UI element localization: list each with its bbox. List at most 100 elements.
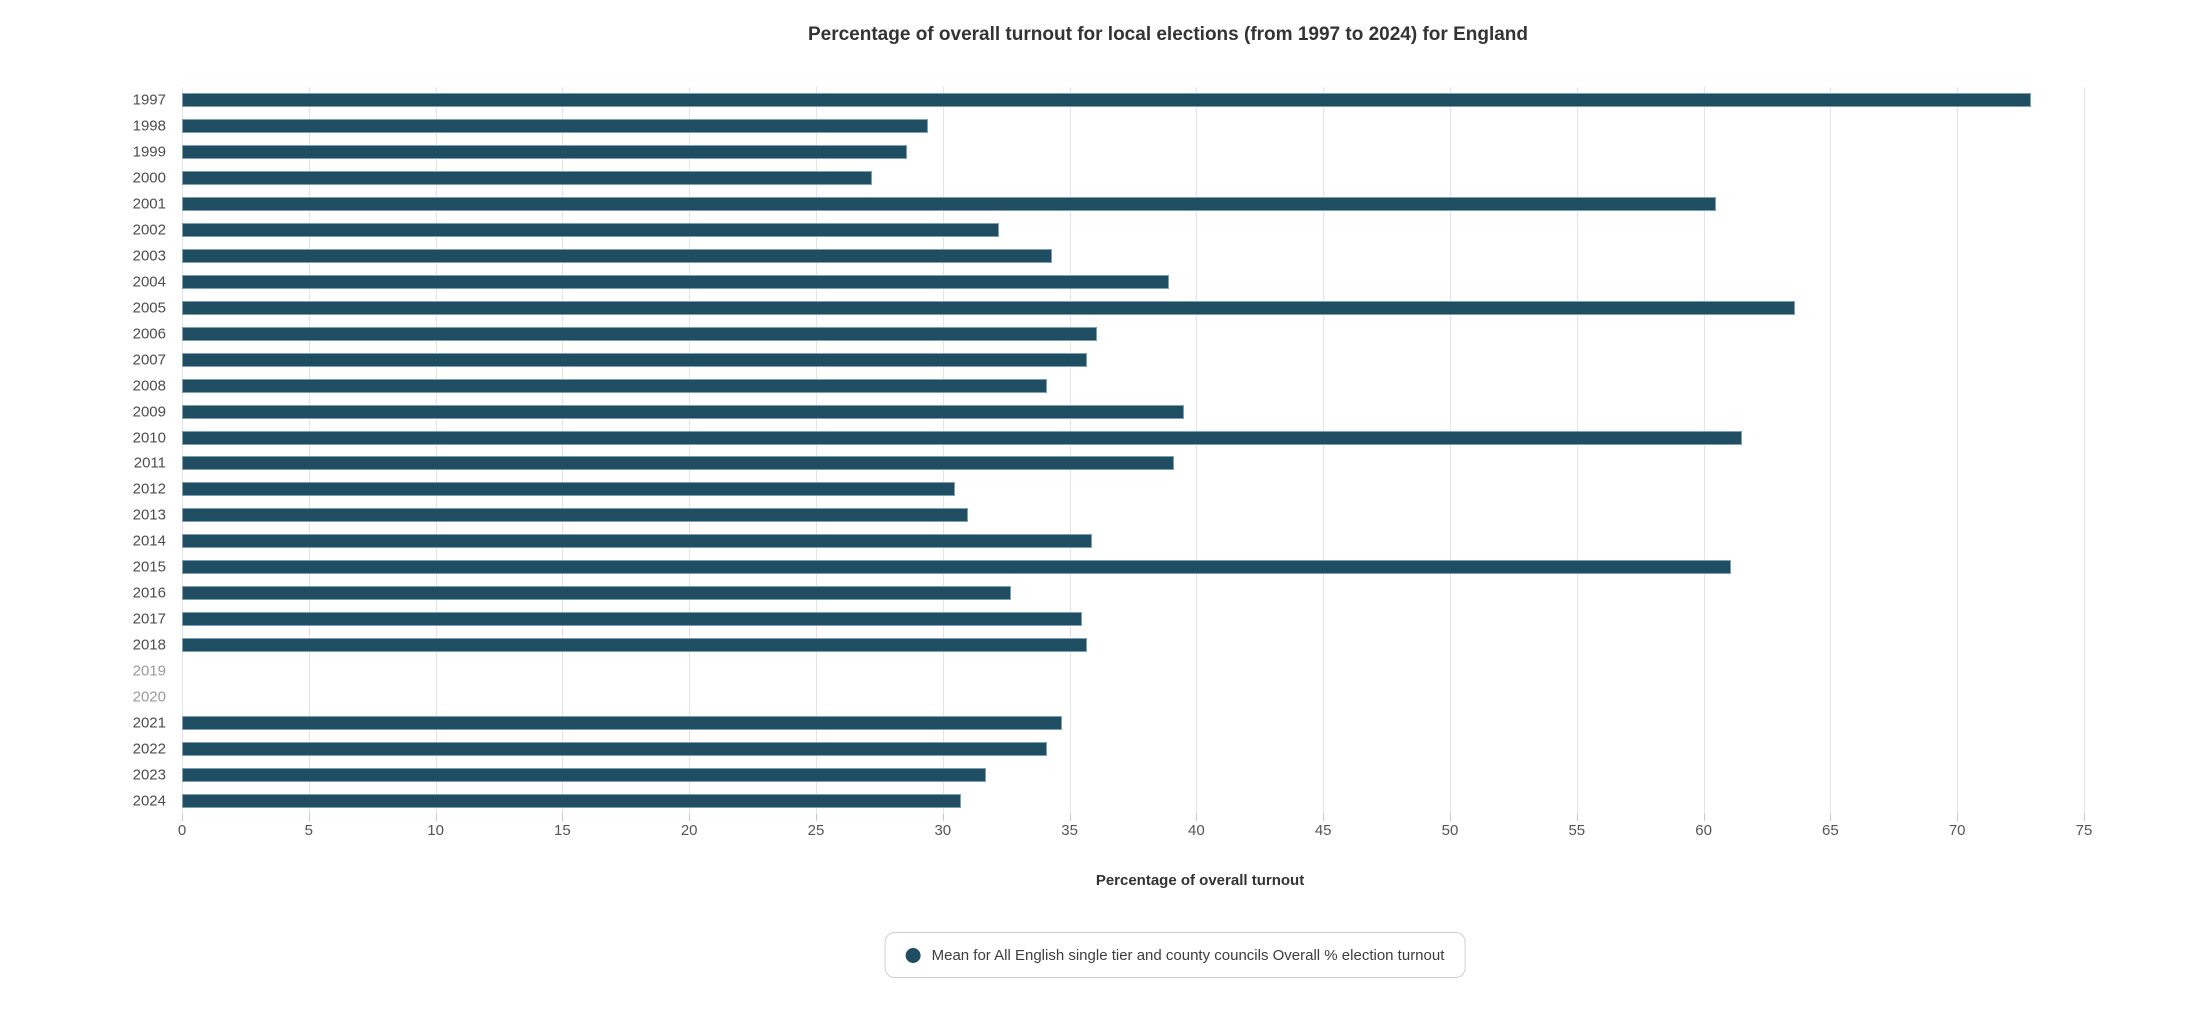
year-label-2012: 2012 xyxy=(132,480,166,498)
bar-2017[interactable] xyxy=(182,612,1083,627)
legend-circle-icon xyxy=(905,947,921,963)
x-tick-label: 50 xyxy=(1441,822,1459,839)
x-tick-mark xyxy=(1957,814,1959,821)
x-tick-label: 15 xyxy=(554,822,571,839)
year-label-2005: 2005 xyxy=(132,299,166,317)
x-tick-mark xyxy=(1450,814,1451,821)
x-axis-tick-labels: 0 5 10 15 20 25 30 35 40 45 50 55 60 65 70 75 xyxy=(0,822,2208,844)
year-label-2018: 2018 xyxy=(132,636,166,654)
x-axis-title: Percentage of overall turnout xyxy=(1095,872,1305,889)
x-tick-label: 10 xyxy=(427,822,444,839)
gridline xyxy=(1830,87,1832,814)
gridline xyxy=(562,87,564,814)
bar-2008[interactable] xyxy=(182,378,1047,393)
x-tick-label: 40 xyxy=(1188,822,1205,839)
gridline xyxy=(816,87,817,814)
bar-2007[interactable] xyxy=(182,352,1088,367)
bar-2014[interactable] xyxy=(182,534,1093,549)
bar-2009[interactable] xyxy=(182,404,1184,419)
gridline xyxy=(1703,87,1705,814)
x-tick-mark xyxy=(562,814,564,821)
gridline xyxy=(1069,87,1071,814)
year-label-2013: 2013 xyxy=(132,506,166,524)
gridline xyxy=(942,87,944,814)
bar-1999[interactable] xyxy=(182,144,908,159)
x-tick-label: 30 xyxy=(934,822,952,839)
year-label-2020: 2020 xyxy=(132,688,166,706)
gridline xyxy=(1576,87,1578,814)
year-label-2023: 2023 xyxy=(132,766,166,784)
x-tick-label: 0 xyxy=(177,822,187,839)
x-tick-mark xyxy=(1069,814,1071,821)
gridline xyxy=(1323,87,1325,814)
bar-2018[interactable] xyxy=(182,638,1088,653)
year-label-2014: 2014 xyxy=(132,532,166,550)
x-tick-mark xyxy=(942,814,944,821)
x-tick-mark xyxy=(2084,814,2085,821)
year-label-2009: 2009 xyxy=(132,403,166,421)
x-tick-mark xyxy=(435,814,437,821)
x-tick-label: 45 xyxy=(1314,822,1332,839)
x-tick-label: 60 xyxy=(1695,822,1712,839)
bar-2023[interactable] xyxy=(182,768,986,783)
legend-item-label: Mean for All English single tier and cou… xyxy=(931,946,1445,964)
bar-1997[interactable] xyxy=(182,92,2031,107)
gridline xyxy=(308,87,310,814)
year-label-2001: 2001 xyxy=(132,195,166,213)
legend[interactable]: Mean for All English single tier and cou… xyxy=(884,932,1466,978)
x-tick-label: 70 xyxy=(1948,822,1966,839)
bar-2024[interactable] xyxy=(182,794,961,809)
bar-2004[interactable] xyxy=(182,274,1169,289)
bar-2005[interactable] xyxy=(182,300,1795,315)
bar-2006[interactable] xyxy=(182,326,1098,341)
chart-title: Percentage of overall turnout for local … xyxy=(807,24,1529,45)
bar-2012[interactable] xyxy=(182,482,956,497)
plot-area xyxy=(182,87,2085,814)
bar-2022[interactable] xyxy=(182,742,1047,757)
year-label-2000: 2000 xyxy=(132,169,166,187)
year-label-2003: 2003 xyxy=(132,247,166,265)
year-label-2015: 2015 xyxy=(132,558,166,576)
x-tick-mark xyxy=(1323,814,1325,821)
x-tick-mark xyxy=(1830,814,1832,821)
gridline xyxy=(689,87,691,814)
year-label-2010: 2010 xyxy=(132,429,166,447)
gridline xyxy=(2084,87,2085,814)
x-tick-label: 5 xyxy=(304,822,313,839)
x-tick-mark xyxy=(689,814,691,821)
x-tick-mark xyxy=(182,814,183,821)
year-label-2017: 2017 xyxy=(132,610,166,628)
x-tick-label: 75 xyxy=(2075,822,2093,839)
bar-2011[interactable] xyxy=(182,456,1174,471)
y-axis-year-labels: 1997 1998 1999 2000 2001 2002 2003 2004 2005 2006… xyxy=(0,87,166,814)
bar-2013[interactable] xyxy=(182,508,969,523)
x-tick-label: 35 xyxy=(1061,822,1078,839)
bar-2003[interactable] xyxy=(182,248,1052,263)
x-tick-mark xyxy=(1703,814,1705,821)
year-label-2007: 2007 xyxy=(132,351,166,369)
year-label-2019: 2019 xyxy=(132,662,166,680)
x-tick-mark xyxy=(1196,814,1198,821)
gridline xyxy=(182,87,183,814)
bar-2001[interactable] xyxy=(182,196,1717,211)
x-tick-label: 55 xyxy=(1568,822,1586,839)
year-label-2016: 2016 xyxy=(132,584,166,602)
plot-wrapper xyxy=(182,87,2085,821)
bar-2016[interactable] xyxy=(182,586,1012,601)
year-label-2002: 2002 xyxy=(132,221,166,239)
year-label-1997: 1997 xyxy=(132,91,166,109)
year-label-2024: 2024 xyxy=(132,792,166,810)
bar-2000[interactable] xyxy=(182,170,872,185)
bar-2015[interactable] xyxy=(182,560,1732,575)
bar-2002[interactable] xyxy=(182,222,999,237)
bar-2010[interactable] xyxy=(182,430,1742,445)
x-tick-mark xyxy=(308,814,310,821)
year-label-2022: 2022 xyxy=(132,740,166,758)
year-label-2011: 2011 xyxy=(133,454,166,472)
year-label-1999: 1999 xyxy=(132,143,166,161)
bar-1998[interactable] xyxy=(182,118,928,133)
year-label-2021: 2021 xyxy=(132,714,166,732)
gridline xyxy=(435,87,437,814)
gridline xyxy=(1957,87,1959,814)
bar-2021[interactable] xyxy=(182,716,1062,731)
